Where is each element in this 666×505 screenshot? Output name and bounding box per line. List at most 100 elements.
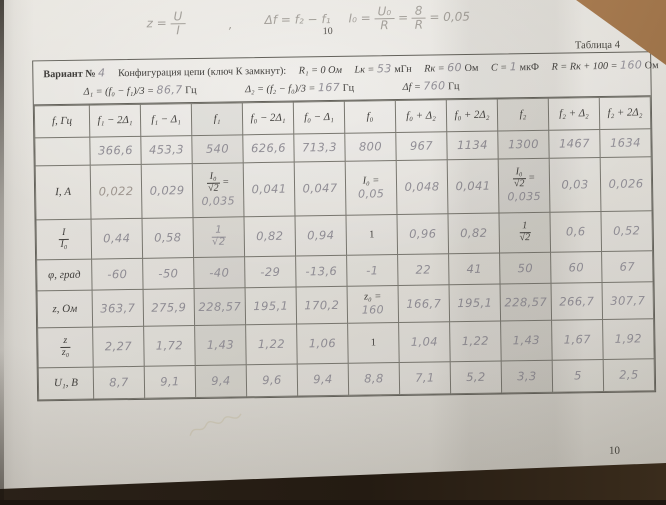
table-cell: 0,94 [294, 214, 347, 256]
table-cell: 0,96 [396, 213, 449, 255]
table-cell: 540 [191, 134, 244, 164]
table-cell: 275,9 [143, 288, 195, 326]
table-cell: 1134 [446, 130, 499, 160]
faint-scribble [189, 413, 242, 436]
table-caption: Таблица 4 [574, 39, 620, 52]
table-cell: 626,6 [242, 133, 295, 163]
table-cell: 0,82 [243, 215, 296, 257]
table-cell: -29 [244, 255, 297, 288]
bottom-page-number: 10 [608, 444, 621, 457]
table-cell: 307,7 [602, 281, 654, 320]
z-formula-fraction: U I [170, 9, 186, 37]
table-cell: 0,026 [600, 156, 652, 212]
table-cell: 1 [345, 214, 398, 255]
table-cell: 228,57 [194, 287, 246, 326]
handwritten-z-formula: z = U I [146, 9, 186, 37]
i0-fraction-1: U₀ R [374, 4, 395, 32]
table-cell: 1,22 [449, 320, 502, 362]
table-cell: 170,2 [296, 285, 348, 324]
table-cell: 0,44 [91, 217, 143, 259]
photo-left-edge [0, 0, 4, 500]
lk-group: Lк = 53 мГн [354, 62, 412, 76]
column-header: f₂ + 2Δ₂ [599, 96, 651, 130]
table-cell: 1,72 [143, 325, 196, 366]
table-cell: 0,029 [141, 163, 193, 218]
table-cell: 195,1 [449, 283, 501, 322]
table-cell: 9,4 [195, 364, 247, 398]
table-cell: 366,6 [89, 135, 142, 165]
table-cell: 0,041 [243, 161, 295, 217]
table-cell: -40 [193, 256, 246, 289]
table-cell: -60 [91, 257, 144, 290]
i0-fraction-2: 8 R [411, 4, 426, 31]
table-cell: 363,7 [92, 288, 144, 327]
row-label: I, А [35, 164, 92, 220]
table-cell: 0,82 [447, 212, 500, 254]
delta1-group: Δ₁ = (f₀ − f₁)/3 = 86,7 Гц [83, 83, 197, 98]
table-cell: 195,1 [245, 286, 297, 325]
table-cell: z₀ = 160 [347, 285, 399, 323]
table-cell: I₀ = 0,05 [345, 160, 397, 215]
column-header: f₁ [191, 102, 243, 136]
variant-label: Вариант № [43, 68, 96, 81]
column-header: f₂ [497, 97, 549, 131]
table-cell: 1300 [497, 129, 550, 159]
table-cell: 22 [397, 253, 450, 286]
table-cell: -1 [346, 254, 399, 286]
delta2-group: Δ₂ = (f₂ − f₀)/3 = 167 Гц [244, 80, 355, 96]
table-cell: 9,6 [246, 363, 298, 397]
column-header: f₁ − Δ₁ [140, 103, 192, 136]
r-group: R = Rк + 100 = 160 Ом [551, 58, 659, 73]
table-cell: 1 [347, 322, 400, 363]
table-cell: 9,4 [297, 362, 349, 396]
table-cell: -50 [142, 257, 195, 289]
handwritten-df-formula: Δf = f₂ − f₁ [264, 12, 331, 27]
table-cell: 2,5 [603, 358, 655, 392]
z-formula-lhs: z = [146, 16, 167, 31]
table-cell: 1,04 [398, 321, 451, 363]
handwritten-i0-formula: I₀ = U₀ R = 8 R = 0,05 [348, 3, 471, 32]
table-cell: 41 [448, 252, 501, 285]
table-cell: 0,52 [600, 210, 653, 252]
row-label: U₁, В [38, 366, 94, 400]
table-cell: 5 [552, 359, 604, 392]
table-cell: 0,03 [549, 157, 601, 212]
data-table: Вариант № 4 Конфигурация цепи (ключ К за… [32, 51, 659, 402]
table-cell: 713,3 [293, 132, 346, 162]
table-cell: 228,57 [500, 282, 552, 321]
table-cell: 0,048 [396, 159, 448, 215]
c-group: С = 1 мкФ [490, 60, 540, 74]
variant-value: 4 [97, 66, 106, 80]
table-cell: 453,3 [140, 135, 193, 164]
rk-group: Rк = 60 Ом [424, 61, 479, 75]
table-cell: 1,22 [245, 323, 298, 365]
column-header: f₁ − 2Δ₁ [89, 103, 141, 137]
table-cell: 1,06 [296, 322, 349, 364]
table-cell: 3,3 [501, 359, 553, 393]
column-header: f₀ − Δ₁ [293, 100, 345, 134]
table-cell: 8,7 [93, 365, 145, 399]
column-header: f₂ + Δ₂ [548, 97, 600, 130]
table-cell: 1467 [548, 129, 601, 158]
table-cell: 50 [499, 251, 552, 284]
table-cell: 1,92 [602, 318, 655, 360]
current-row: I, А 0,022 0,029 I₀ √2 = 0,035 0,041 0,04… [35, 156, 652, 220]
table-cell: 1,43 [500, 319, 553, 361]
table-cell: 1634 [599, 128, 652, 158]
table-cell: 0,022 [90, 163, 143, 219]
column-header: f₀ + Δ₂ [395, 99, 447, 133]
table-cell: 1 √2 [192, 216, 245, 258]
table-cell: 1 √2 [498, 211, 551, 253]
table-cell: 1,67 [551, 319, 604, 360]
table-cell: 9,1 [144, 365, 196, 398]
column-header: f, Гц [34, 104, 90, 138]
column-header: f₀ [344, 100, 396, 133]
top-page-number: 10 [322, 25, 333, 38]
column-header: f₀ − 2Δ₁ [242, 101, 294, 135]
measurement-table: f, Гц f₁ − 2Δ₁ f₁ − Δ₁ f₁ f₀ − 2Δ₁ f₀ − … [34, 96, 655, 400]
table-cell: 5,2 [450, 360, 502, 394]
row-label: z, Ом [37, 289, 93, 328]
config-label: Конфигурация цепи (ключ К замкнут): [117, 65, 287, 80]
